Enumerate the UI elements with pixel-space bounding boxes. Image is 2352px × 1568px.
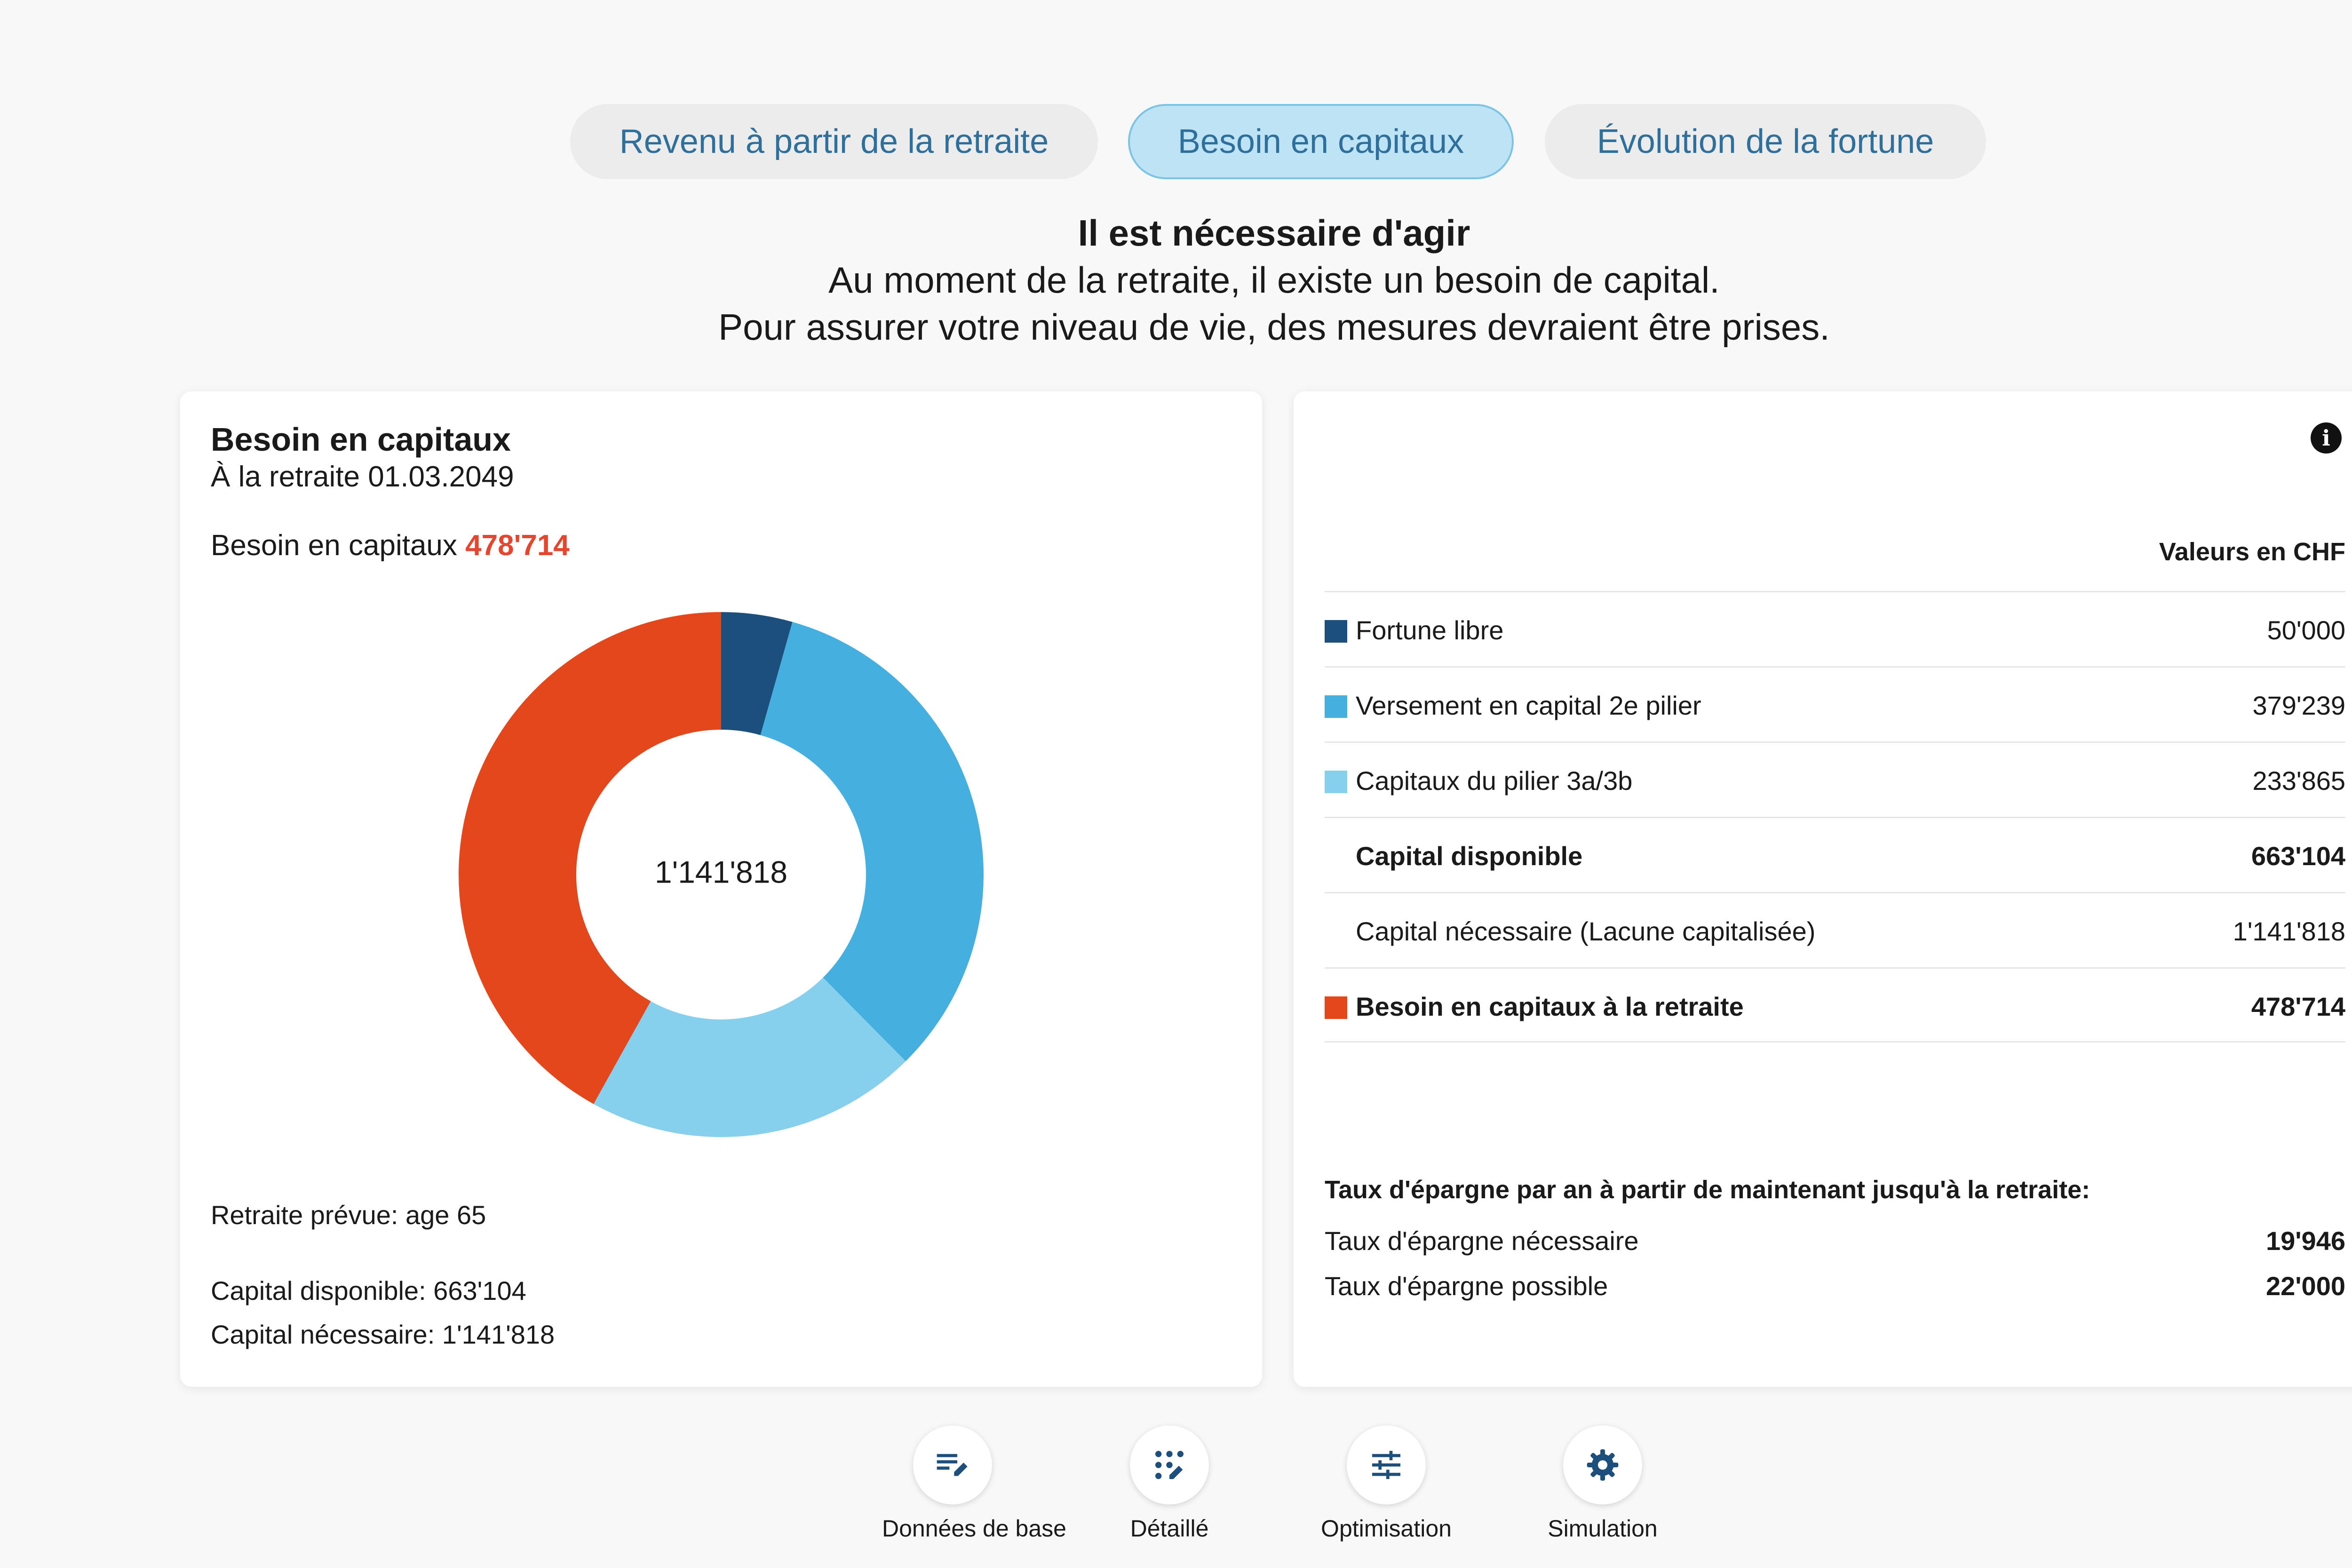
row-value: 663'104 [2251,841,2345,871]
detailed-button[interactable] [1130,1425,1209,1504]
edit-list-icon [937,1454,968,1476]
tab-wealth-evolution[interactable]: Évolution de la fortune [1545,104,1986,179]
donut-slice-3[interactable] [593,978,906,1137]
basic-data-action[interactable]: Données de base [882,1425,1066,1542]
gear-icon [1587,1449,1619,1481]
units-label: Valeurs en CHF [2159,538,2345,566]
detailed-label: Détaillé [1130,1515,1209,1542]
headline: Il est nécessaire d'agir Au moment de la… [0,209,2352,350]
card-subtitle: À la retraite 01.03.2049 [211,461,514,493]
simulation-action[interactable]: Simulation [1532,1425,1673,1542]
row-value: 1'141'818 [2233,916,2345,946]
savings-possible-label: Taux d'épargne possible [1325,1271,1608,1301]
detailed-action[interactable]: Détaillé [1099,1425,1240,1542]
row-label: Fortune libre [1356,615,1504,645]
simulation-button[interactable] [1563,1425,1642,1504]
row-label: Capital disponible [1356,841,1583,871]
headline-title: Il est nécessaire d'agir [1078,212,1470,254]
row-value: 379'239 [2252,691,2345,720]
tab-retirement-income[interactable]: Revenu à partir de la retraite [570,104,1098,179]
retirement-age-note: Retraite prévue: age 65 [211,1200,486,1230]
table-row-required-capital: Capital nécessaire (Lacune capitalisée) … [1325,892,2345,967]
tab-bar: Revenu à partir de la retraite Besoin en… [0,104,2352,182]
card-title: Besoin en capitaux [211,421,511,458]
donut-center-total: 1'141'818 [655,854,787,889]
optimization-label: Optimisation [1321,1515,1452,1542]
table-row: Versement en capital 2e pilier 379'239 [1325,666,2345,741]
donut-slice-1[interactable] [721,612,793,735]
row-value: 50'000 [2267,615,2345,645]
capital-need-table-card: i Valeurs en CHF Fortune libre 50'000 Ve… [1294,391,2352,1387]
info-icon[interactable]: i [2311,422,2342,454]
row-label: Versement en capital 2e pilier [1356,691,1701,720]
table-row-available-capital: Capital disponible 663'104 [1325,817,2345,892]
table-row: Fortune libre 50'000 [1325,591,2345,666]
savings-possible-value: 22'000 [2265,1271,2345,1301]
legend-swatch [1325,996,1347,1019]
donut-slice-2[interactable] [760,621,984,1061]
donut-chart: 1'141'818 [458,612,984,1137]
table-row: Capitaux du pilier 3a/3b 233'865 [1325,741,2345,817]
basic-data-label: Données de base [882,1515,1066,1542]
legend-swatch [1325,620,1347,643]
savings-rate-title: Taux d'épargne par an à partir de mainte… [1325,1176,2090,1204]
headline-line-2: Pour assurer votre niveau de vie, des me… [718,306,1830,348]
available-capital-note: Capital disponible: 663'104 [211,1276,526,1305]
row-label: Capitaux du pilier 3a/3b [1356,766,1633,796]
sliders-icon [1372,1451,1400,1479]
legend-swatch [1325,771,1347,793]
tab-capital-need[interactable]: Besoin en capitaux [1128,104,1514,179]
savings-needed-row: Taux d'épargne nécessaire 19'946 [1325,1226,2345,1256]
optimization-action[interactable]: Optimisation [1316,1425,1457,1542]
optimization-button[interactable] [1347,1425,1426,1504]
headline-line-1: Au moment de la retraite, il existe un b… [828,259,1720,301]
capital-need-summary: Besoin en capitaux 478'714 [211,529,570,562]
row-value: 478'714 [2251,992,2345,1021]
capital-table: Fortune libre 50'000 Versement en capita… [1325,591,2345,1043]
capital-need-value: 478'714 [465,529,570,562]
simulation-label: Simulation [1548,1515,1658,1542]
savings-needed-label: Taux d'épargne nécessaire [1325,1226,1639,1256]
donut-slice-4[interactable] [458,612,721,1104]
legend-swatch [1325,695,1347,718]
table-row-capital-need: Besoin en capitaux à la retraite 478'714 [1325,967,2345,1043]
basic-data-button[interactable] [913,1425,992,1504]
savings-possible-row: Taux d'épargne possible 22'000 [1325,1271,2345,1301]
grid-edit-icon [1155,1451,1184,1479]
row-label: Capital nécessaire (Lacune capitalisée) [1356,916,1816,946]
row-value: 233'865 [2252,766,2345,796]
capital-need-label: Besoin en capitaux [211,529,457,562]
savings-needed-value: 19'946 [2265,1226,2345,1256]
row-label: Besoin en capitaux à la retraite [1356,992,1744,1021]
capital-need-chart-card: Besoin en capitaux À la retraite 01.03.2… [180,391,1262,1387]
required-capital-note: Capital nécessaire: 1'141'818 [211,1320,555,1349]
